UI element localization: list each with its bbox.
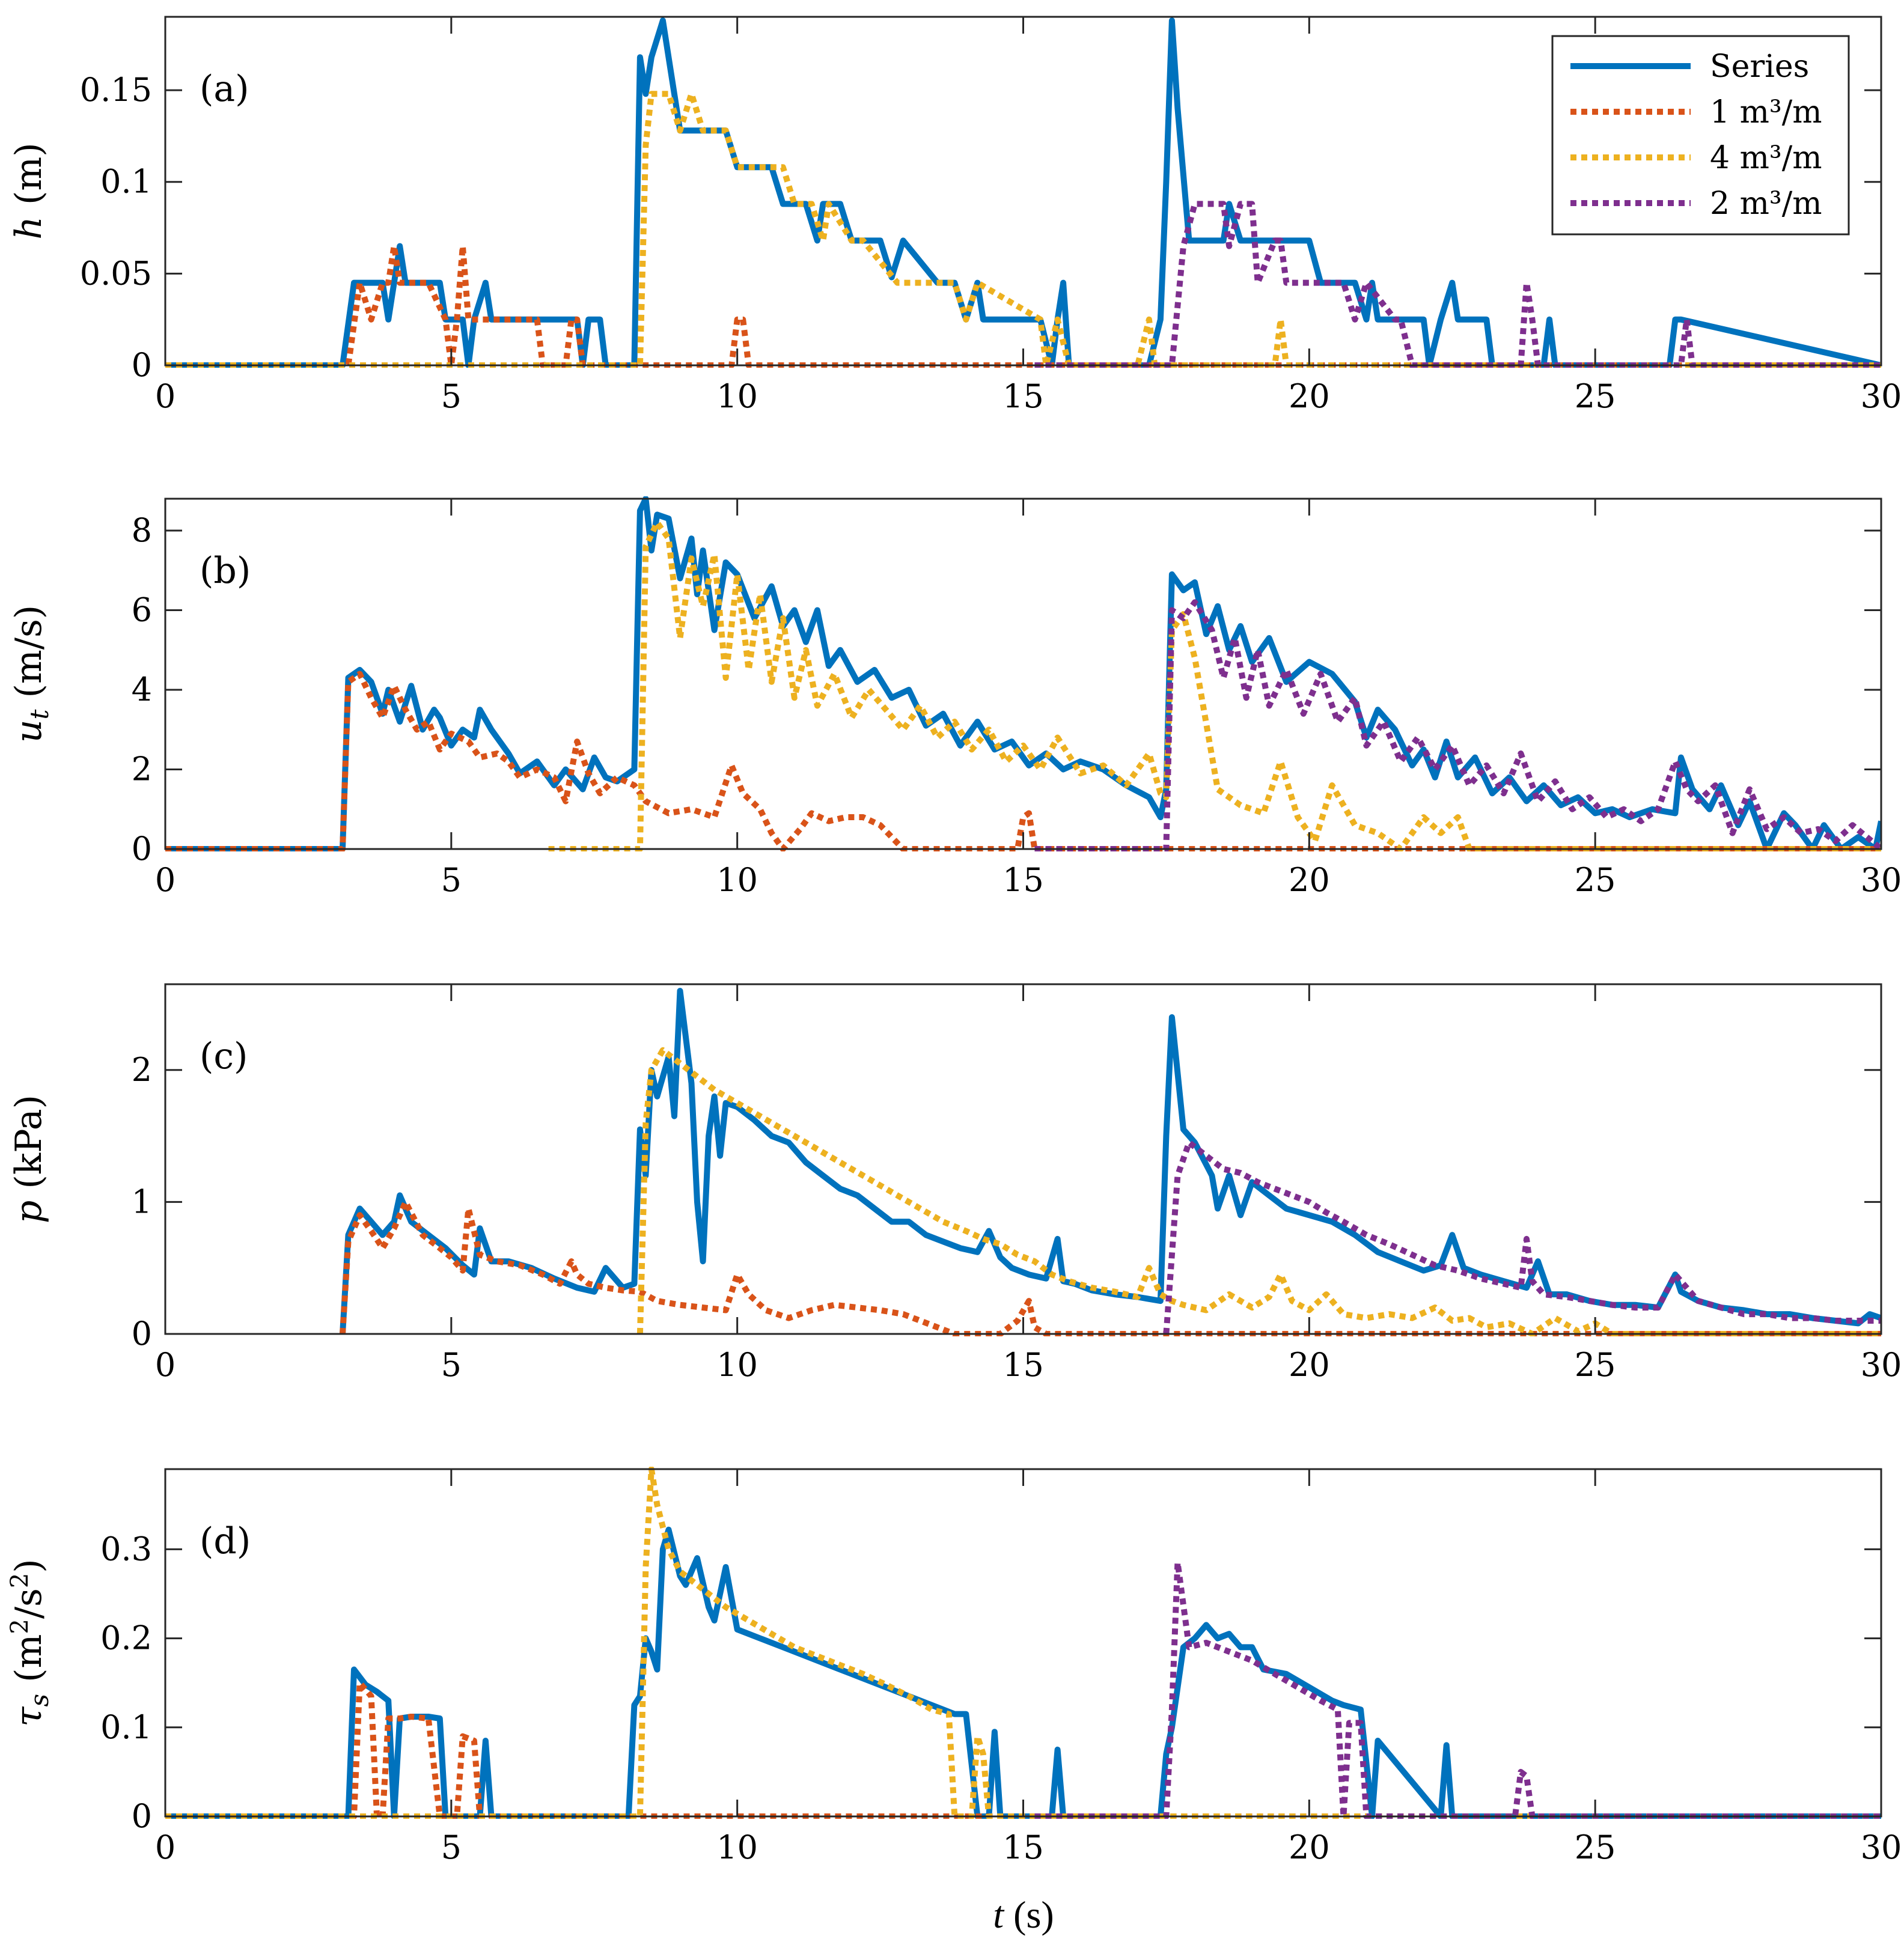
x-tick-label: 0 [155,377,175,415]
y-axis-label-exponent: 2 [6,1619,34,1634]
y-axis-label-symbol: u [8,720,50,743]
x-tick-label: 15 [1002,1346,1044,1384]
y-axis-label-units-close: ) [8,1559,50,1572]
y-axis-label: ut (m/s) [8,605,54,743]
x-tick-label: 15 [1002,377,1044,415]
y-tick-label: 6 [132,591,152,629]
y-axis-label: τs (m2/s2) [6,1559,54,1726]
panel-a: 0 5 10 15 20 25 30 0 0.05 0.1 0.15 (a) h (m) [8,16,1902,415]
y-axis-label-units-open: (m [8,1634,50,1694]
x-tick-label: 20 [1289,1346,1330,1384]
y-axis-label-subscript: s [25,1694,54,1707]
x-tick-label: 30 [1861,1346,1902,1384]
y-tick-label: 8 [132,511,152,549]
x-tick-label: 5 [441,377,462,415]
legend-label: 2 m³/m [1710,186,1822,222]
y-axis-label-group: p (kPa) [8,1095,50,1223]
panel-c: 0 5 10 15 20 25 30 0 1 2 (c) p (kPa) [8,983,1902,1384]
y-axis-label: h (m) [8,142,50,239]
x-tick-label: 10 [716,1828,758,1866]
y-axis-label-group: τs (m2/s2) [6,1559,54,1726]
legend-label: 4 m³/m [1710,140,1822,176]
x-tick-label: 30 [1861,1828,1902,1866]
y-axis-label-units: (m) [8,142,50,216]
y-axis-label-symbol: τ [8,1706,50,1727]
series-group [340,988,1881,1336]
x-tick-label: 0 [155,1828,175,1866]
y-tick-label: 0.2 [100,1619,152,1657]
x-tick-label: 20 [1289,1828,1330,1866]
x-axis-label-units: (s) [1004,1893,1054,1936]
x-tick-label: 25 [1575,1346,1616,1384]
x-tick-label: 15 [1002,861,1044,899]
panel-label: (c) [200,1035,248,1077]
series-line-series [340,988,1881,1335]
y-axis-label: p (kPa) [8,1095,50,1223]
y-tick-label: 0 [132,1797,152,1835]
series-group [165,496,1881,851]
x-tick-label: 5 [441,1346,462,1384]
x-tick-label: 10 [716,861,758,899]
legend-label: 1 m³/m [1710,94,1822,130]
series-line-series [165,1526,1881,1819]
y-tick-label: 0.05 [80,254,152,292]
y-axis-label-subscript: t [25,710,54,720]
x-tick-label: 30 [1861,377,1902,415]
series-line-series [165,496,1881,851]
x-tick-label: 25 [1575,377,1616,415]
y-axis-label-group: ut (m/s) [8,605,54,743]
x-tick-label: 10 [716,377,758,415]
legend-label: Series [1710,49,1809,85]
x-tick-label: 30 [1861,861,1902,899]
y-axis-label-units: (m/s) [8,605,50,710]
y-tick-label: 4 [132,671,152,708]
legend: Series 1 m³/m 4 m³/m 2 m³/m [1551,35,1850,236]
y-tick-label: 0 [132,1315,152,1353]
x-tick-label: 5 [441,1828,462,1866]
y-tick-label: 2 [132,750,152,788]
y-axis-label-symbol: p [8,1201,50,1223]
x-tick-label: 0 [155,861,175,899]
y-tick-label: 0.1 [100,1708,152,1746]
x-tick-label: 25 [1575,861,1616,899]
panel-label: (d) [200,1520,251,1562]
y-tick-label: 0.3 [100,1530,152,1568]
y-tick-label: 0 [132,346,152,384]
x-tick-label: 20 [1289,377,1330,415]
series-line-4-m-m [548,519,1881,851]
series-line-1-m-m [340,1199,1881,1336]
y-axis-label-units-mid: /s [8,1588,50,1619]
series-line-2-m-m [1034,1559,1881,1819]
x-tick-label: 20 [1289,861,1330,899]
y-axis-label-group: h (m) [8,142,50,239]
y-tick-label: 0 [132,830,152,868]
series-line-4-m-m [165,91,1881,368]
y-tick-label: 0.15 [80,71,152,109]
y-tick-label: 1 [132,1183,152,1220]
y-axis-label-symbol: h [8,216,50,240]
x-axis-label: t (s) [993,1893,1054,1936]
y-tick-label: 2 [132,1051,152,1089]
x-tick-label: 10 [716,1346,758,1384]
y-tick-label: 0.1 [100,163,152,201]
x-tick-label: 5 [441,861,462,899]
series-line-1-m-m [165,243,1881,368]
x-tick-label: 15 [1002,1828,1044,1866]
panel-label: (a) [200,68,249,110]
panel-b: 0 5 10 15 20 25 30 0 2 4 6 8 (b) ut (m/s) [8,496,1902,899]
y-axis-label-units: (kPa) [8,1095,50,1201]
series-line-4-m-m [636,1047,1881,1336]
x-axis-label-symbol: t [993,1893,1005,1936]
series-line-2-m-m [1034,599,1881,851]
panel-label: (b) [200,550,251,592]
y-axis-label-exponent: 2 [6,1573,34,1588]
series-line-2-m-m [1034,201,1881,368]
x-tick-label: 25 [1575,1828,1616,1866]
x-tick-label: 0 [155,1346,175,1384]
